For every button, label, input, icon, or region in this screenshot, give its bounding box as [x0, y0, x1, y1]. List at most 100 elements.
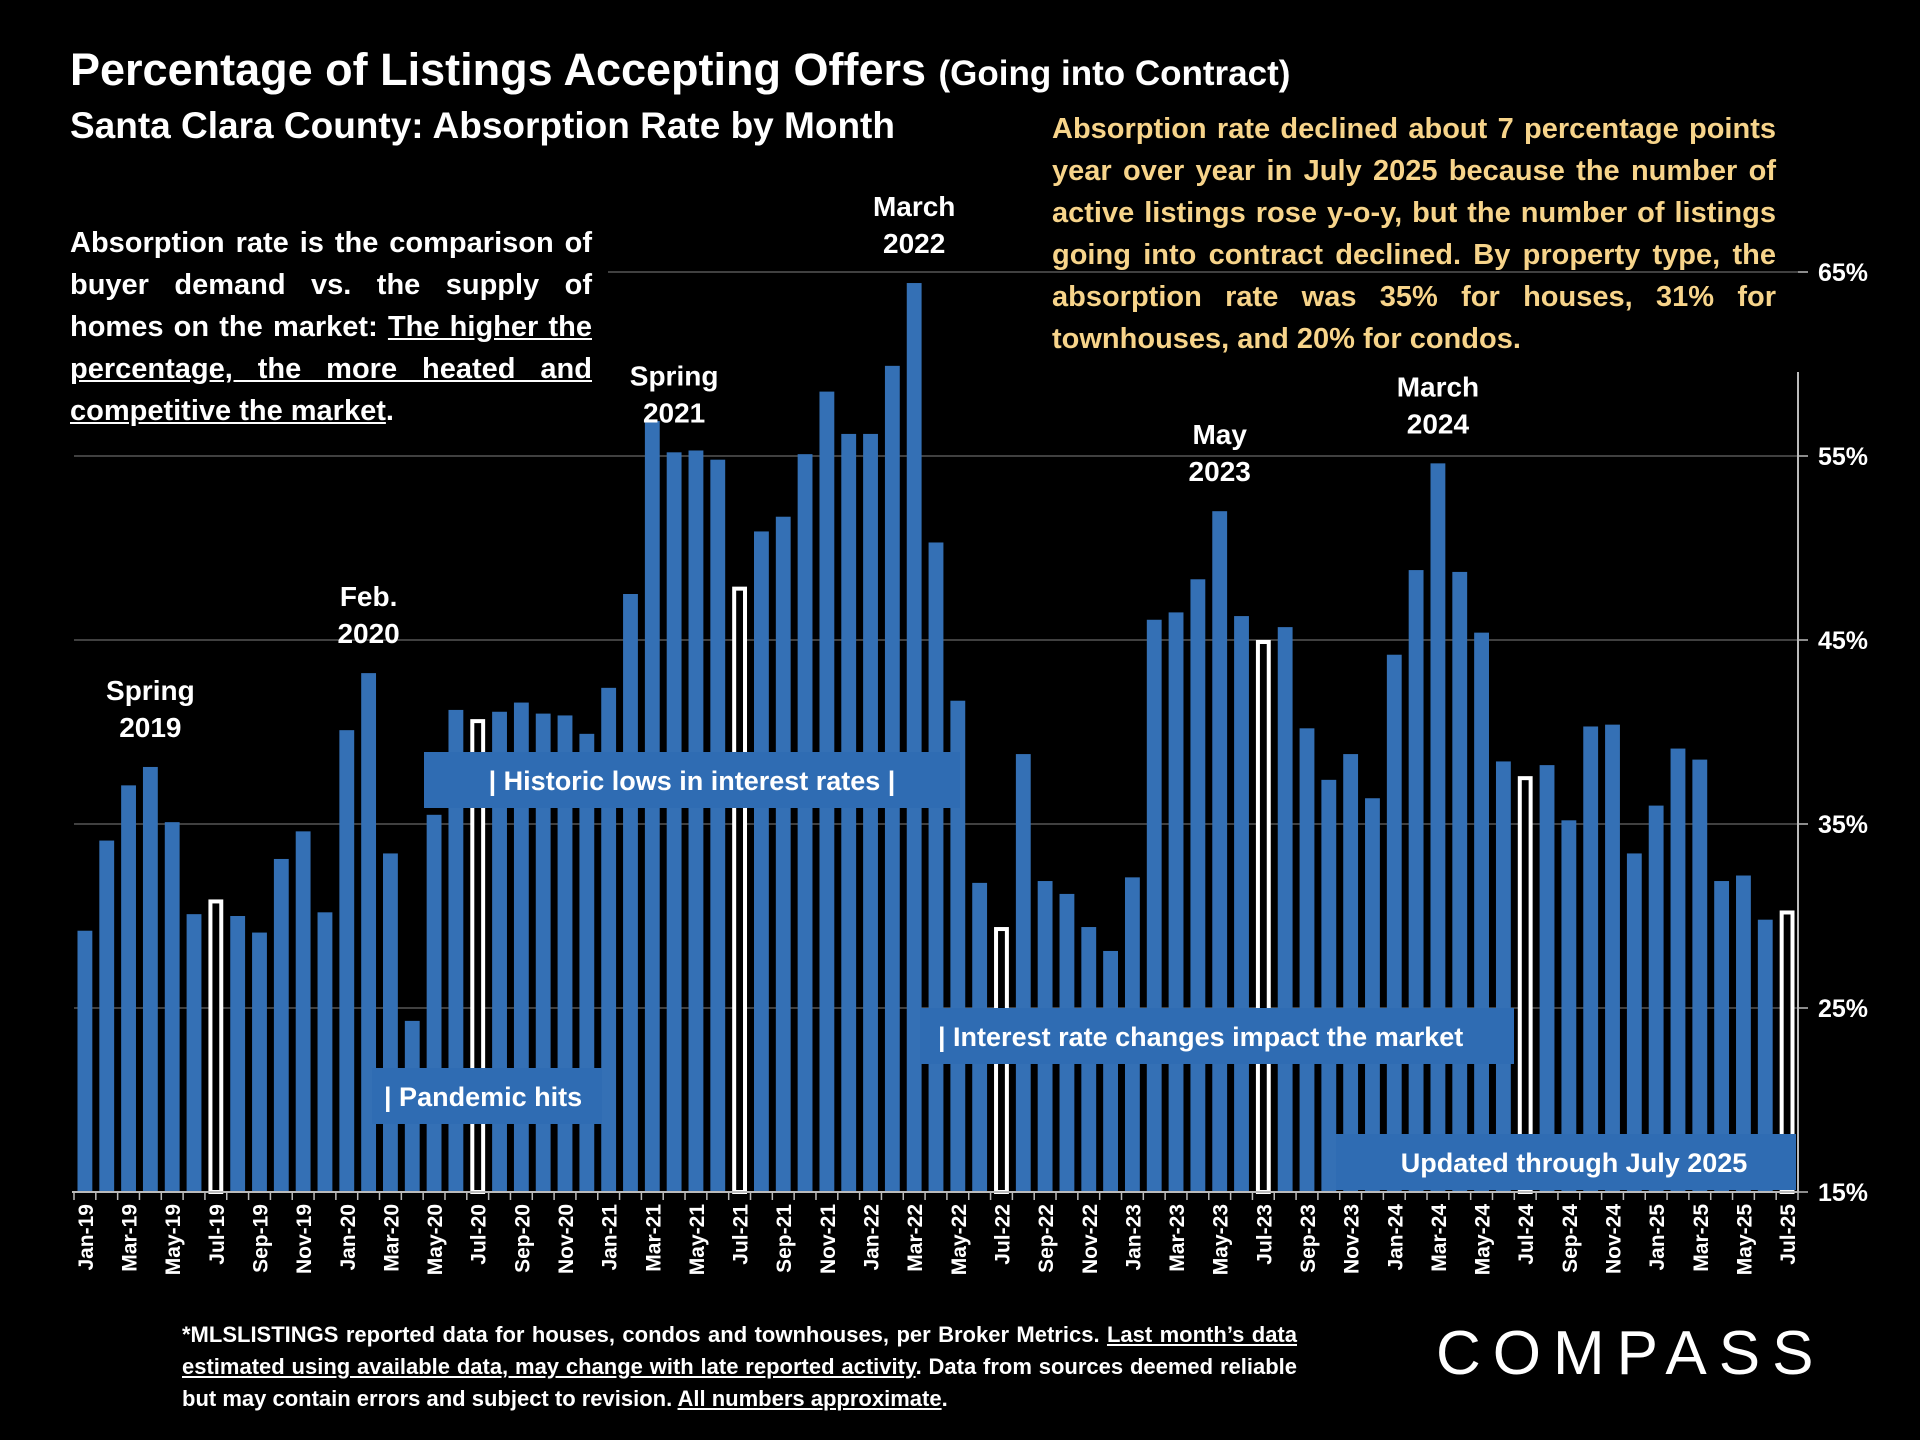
- annotation-banner-text: | Historic lows in interest rates |: [489, 766, 896, 796]
- x-tick-label: Jan-25: [1646, 1204, 1669, 1271]
- bar: [142, 766, 158, 1192]
- bar: [1539, 765, 1555, 1192]
- bar: [1321, 779, 1337, 1192]
- bar: [164, 822, 180, 1192]
- x-tick-label: Mar-24: [1428, 1204, 1451, 1272]
- x-tick-label: Sep-20: [511, 1204, 534, 1273]
- footnote-part3: . Data from sources deemed reliable but …: [182, 1354, 1297, 1411]
- y-axis-ticks: 15% 25% 35% 45% 55% 65%: [1818, 259, 1868, 1207]
- insight-text: Absorption rate declined about 7 percent…: [1052, 113, 1776, 355]
- bar: [1714, 881, 1730, 1192]
- x-tick-label: May-21: [686, 1204, 709, 1276]
- bar: [339, 730, 355, 1192]
- peak-label: March: [873, 191, 955, 222]
- x-tick-label: Nov-19: [293, 1204, 316, 1274]
- bar: [1365, 798, 1380, 1192]
- x-tick-label: Jul-23: [1253, 1204, 1276, 1265]
- y-tick-label: 45%: [1818, 627, 1868, 655]
- x-tick-label: Mar-22: [904, 1204, 927, 1272]
- bar: [928, 542, 944, 1192]
- x-tick-label: Sep-19: [249, 1204, 272, 1273]
- x-tick-label: Jan-21: [599, 1204, 622, 1271]
- bar: [1386, 654, 1402, 1192]
- x-tick-label: Nov-23: [1341, 1204, 1364, 1274]
- x-tick-label: Mar-19: [119, 1204, 142, 1272]
- peak-label: May: [1192, 419, 1247, 450]
- bar: [1168, 612, 1184, 1192]
- bar: [797, 454, 813, 1192]
- x-tick-label: Jul-24: [1515, 1204, 1538, 1265]
- definition-text: Absorption rate is the comparison of buy…: [70, 222, 592, 432]
- definition-lead: Absorption rate is the comparison of buy…: [70, 227, 592, 343]
- annotation-banner-text: | Interest rate changes impact the marke…: [938, 1022, 1463, 1052]
- bar: [1583, 726, 1599, 1192]
- peak-labels: Spring 2019 Feb. 2020 Spring 2021 March 2022 May…: [106, 191, 1479, 743]
- y-tick-label: 15%: [1818, 1179, 1868, 1207]
- bar: [1452, 571, 1468, 1192]
- bar: [1277, 627, 1293, 1192]
- bar: [1103, 950, 1119, 1192]
- bar: [1670, 748, 1686, 1192]
- bar: [623, 594, 638, 1192]
- bar: [1736, 875, 1751, 1192]
- bar-highlight: [208, 899, 224, 1194]
- bar: [688, 450, 704, 1193]
- annotation-banners: | Historic lows in interest rates | | Pan…: [372, 752, 1796, 1190]
- y-tick-label: 35%: [1818, 811, 1868, 839]
- bar: [1474, 632, 1489, 1192]
- x-tick-label: Jan-19: [75, 1204, 98, 1271]
- x-tick-label: Sep-22: [1035, 1204, 1058, 1273]
- peak-label: Spring: [630, 360, 719, 391]
- footnote-part2: Last month’s data estimated using availa…: [182, 1322, 1297, 1379]
- bar: [1299, 728, 1315, 1192]
- peak-label: 2023: [1189, 456, 1251, 487]
- x-tick-label: Nov-20: [555, 1204, 578, 1274]
- chart-title-paren: (Going into Contract): [938, 54, 1291, 93]
- bar: [295, 831, 311, 1192]
- footnote: *MLSLISTINGS reported data for houses, c…: [182, 1319, 1297, 1415]
- x-tick-label: Jul-19: [206, 1204, 229, 1265]
- bar: [950, 700, 966, 1192]
- x-tick-label: Jan-23: [1122, 1204, 1145, 1271]
- peak-label: 2024: [1407, 408, 1470, 439]
- annotation-banner: [424, 752, 960, 808]
- peak-label: 2019: [119, 712, 181, 743]
- x-tick-label: Nov-22: [1079, 1204, 1102, 1274]
- peak-label: Feb.: [340, 581, 398, 612]
- bar: [361, 673, 377, 1192]
- bar: [1430, 463, 1446, 1192]
- x-tick-label: Jul-20: [468, 1204, 491, 1265]
- bar: [601, 687, 617, 1192]
- peak-label: 2021: [643, 397, 705, 428]
- bar: [1605, 724, 1620, 1192]
- annotation-banner: [920, 1008, 1514, 1064]
- definition-emphasis: The higher the percentage, the more heat…: [70, 311, 592, 427]
- bar: [1757, 919, 1773, 1192]
- footnote-part1: *MLSLISTINGS reported data for houses, c…: [182, 1322, 1107, 1347]
- bar: [273, 858, 289, 1192]
- x-tick-label: Jan-24: [1384, 1204, 1407, 1271]
- annotation-banner: [372, 1068, 602, 1124]
- x-tick-label: Jul-25: [1777, 1204, 1800, 1265]
- bar: [1495, 761, 1511, 1192]
- x-axis-ticks: Jan-19 Mar-19 May-19 Jul-19 Sep-19 Nov-19 Jan-…: [75, 1204, 1800, 1276]
- bar: [1408, 570, 1424, 1192]
- x-tick-label: May-19: [162, 1204, 185, 1275]
- bar: [1561, 820, 1577, 1192]
- axes: [72, 271, 1808, 1200]
- x-tick-label: Jul-22: [991, 1204, 1014, 1265]
- x-tick-label: Mar-20: [380, 1204, 403, 1272]
- x-tick-label: May-20: [424, 1204, 447, 1275]
- x-tick-label: Sep-24: [1559, 1204, 1582, 1273]
- bar: [230, 916, 246, 1192]
- bar: [710, 459, 726, 1192]
- peak-label: Spring: [106, 675, 195, 706]
- bar: [317, 912, 333, 1192]
- x-tick-label: Nov-21: [817, 1204, 840, 1274]
- y-tick-label: 25%: [1818, 995, 1868, 1023]
- bar: [753, 531, 769, 1192]
- x-tick-label: Jan-22: [861, 1204, 884, 1271]
- bar: [1692, 759, 1708, 1192]
- x-tick-label: Mar-23: [1166, 1204, 1189, 1272]
